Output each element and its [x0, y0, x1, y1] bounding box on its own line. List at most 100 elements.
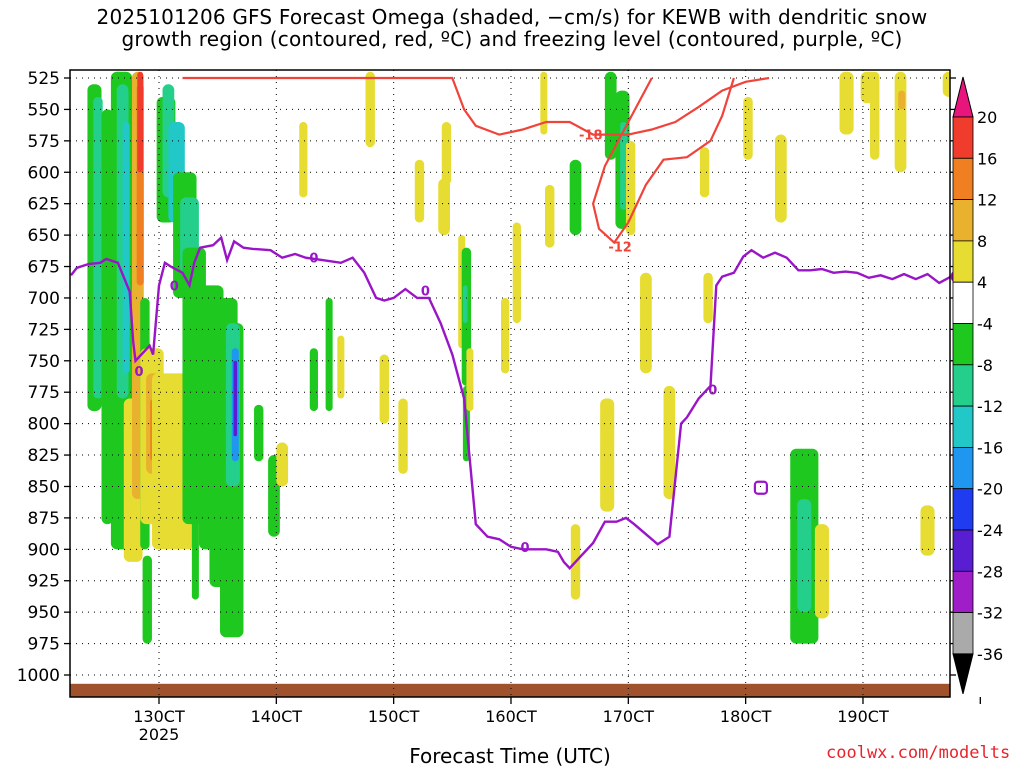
- plot-frame: [69, 69, 951, 698]
- freezing-level-label-0: 0: [309, 252, 318, 267]
- y-tick-label-600: 600: [28, 163, 60, 183]
- colorbar-bin-13: [952, 612, 974, 655]
- dgz-contour-1: [591, 77, 735, 245]
- y-tick-label-1000: 1000: [17, 666, 60, 686]
- y-tick-label-775: 775: [28, 383, 60, 403]
- x-year-label: 2025: [139, 725, 180, 744]
- omega-shade-41: [438, 178, 450, 236]
- omega-shade-57: [620, 121, 628, 210]
- colorbar-label-2: 12: [977, 191, 997, 210]
- colorbar-bin-11: [952, 529, 974, 572]
- omega-shade-1: [93, 96, 103, 399]
- freezing-level-label-1: 0: [135, 365, 144, 380]
- x-tick-label-140CT: 140CT: [251, 707, 303, 726]
- colorbar-label-5: -4: [977, 315, 993, 334]
- omega-shade-49: [512, 222, 521, 324]
- x-tick-label-190CT: 190CT: [837, 707, 889, 726]
- omega-shade-31: [254, 404, 264, 462]
- y-tick-label-675: 675: [28, 258, 60, 278]
- colorbar-top-arrow: [952, 76, 974, 118]
- x-tick-label-170CT: 170CT: [603, 707, 655, 726]
- omega-shade-67: [797, 499, 812, 613]
- colorbar-label-1: 16: [977, 149, 997, 168]
- omega-shade-74: [920, 505, 935, 556]
- colorbar-label-4: 4: [977, 273, 987, 292]
- omega-shade-11: [142, 555, 152, 644]
- y-tick-label-925: 925: [28, 572, 60, 592]
- omega-shade-39: [398, 398, 408, 474]
- omega-shade-63: [743, 96, 753, 160]
- chart-title-line-2: growth region (contoured, red, ºC) and f…: [121, 27, 903, 51]
- omega-shade-50: [540, 71, 548, 135]
- colorbar-bin-9: [952, 446, 974, 490]
- colorbar-bin-8: [952, 405, 974, 448]
- omega-shade-54: [600, 398, 615, 512]
- colorbar-bin-4: [952, 240, 974, 283]
- colorbar-label-9: -20: [977, 480, 1003, 499]
- colorbar-bin-10: [952, 488, 974, 531]
- x-axis-title: Forecast Time (UTC): [409, 744, 611, 768]
- colorbar-label-6: -8: [977, 356, 993, 375]
- omega-shade-73: [898, 90, 906, 110]
- colorbar-bin-5: [952, 281, 974, 324]
- omega-shade-75: [942, 71, 950, 97]
- plot-area: [70, 70, 950, 697]
- colorbar-label-3: 8: [977, 232, 987, 251]
- y-tick-label-650: 650: [28, 226, 60, 246]
- colorbar-label-10: -24: [977, 521, 1003, 540]
- dgz-label-1: -12: [608, 240, 632, 255]
- colorbar-bottom-arrow: [952, 653, 974, 695]
- freezing-level-label-2: 0: [170, 279, 179, 294]
- freezing-level-label-3: 0: [421, 284, 430, 299]
- y-tick-label-875: 875: [28, 509, 60, 529]
- x-tick-label-150CT: 150CT: [368, 707, 420, 726]
- freezing-level-label-5: 0: [708, 384, 717, 399]
- terrain-fill: [70, 683, 950, 697]
- colorbar-label-0: 20: [977, 108, 997, 127]
- freezing-level-line: [70, 235, 950, 570]
- colorbar-bin-1: [952, 116, 974, 159]
- omega-shade-5: [122, 121, 130, 374]
- colorbar-bin-6: [952, 323, 974, 366]
- colorbar-label-8: -16: [977, 438, 1003, 457]
- omega-shade-33: [299, 121, 308, 198]
- omega-shade-68: [814, 524, 829, 619]
- omega-shade-55: [604, 71, 617, 160]
- omega-shade-51: [545, 184, 555, 248]
- omega-shade-58: [625, 140, 636, 236]
- omega-shade-72: [894, 71, 907, 173]
- omega-shade-35: [325, 297, 333, 412]
- dgz-label-0: -18: [579, 129, 603, 144]
- y-tick-label-625: 625: [28, 195, 60, 215]
- dgz-contour-0: [182, 76, 770, 136]
- omega-shade-64: [774, 134, 787, 223]
- y-tick-label-975: 975: [28, 635, 60, 655]
- y-tick-label-825: 825: [28, 446, 60, 466]
- omega-shade-45: [462, 285, 468, 324]
- omega-shade-60: [663, 385, 676, 500]
- omega-shade-69: [839, 71, 854, 135]
- omega-shade-62: [703, 272, 713, 324]
- omega-shade-52: [569, 159, 582, 236]
- omega-shade-22: [191, 398, 199, 600]
- y-tick-label-950: 950: [28, 603, 60, 623]
- colorbar-bin-12: [952, 570, 974, 613]
- omega-shade-40: [414, 159, 425, 223]
- colorbar-label-7: -12: [977, 397, 1003, 416]
- y-tick-label-525: 525: [28, 69, 60, 89]
- y-tick-label-700: 700: [28, 289, 60, 309]
- y-tick-label-550: 550: [28, 100, 60, 120]
- colorbar-label-13: -36: [977, 645, 1003, 664]
- omega-shade-48: [501, 297, 510, 374]
- colorbar-label-12: -32: [977, 604, 1003, 623]
- colorbar-label-11: -28: [977, 562, 1003, 581]
- credit-link[interactable]: coolwx.com/modelts: [826, 743, 1011, 763]
- omega-shade-47: [466, 348, 474, 412]
- x-tick-label-130CT: 130CT: [133, 707, 185, 726]
- freezing-level-label-4: 0: [521, 541, 530, 556]
- y-tick-label-800: 800: [28, 415, 60, 435]
- omega-shade-59: [640, 272, 652, 374]
- omega-shade-38: [379, 354, 389, 424]
- colorbar-bin-7: [952, 364, 974, 407]
